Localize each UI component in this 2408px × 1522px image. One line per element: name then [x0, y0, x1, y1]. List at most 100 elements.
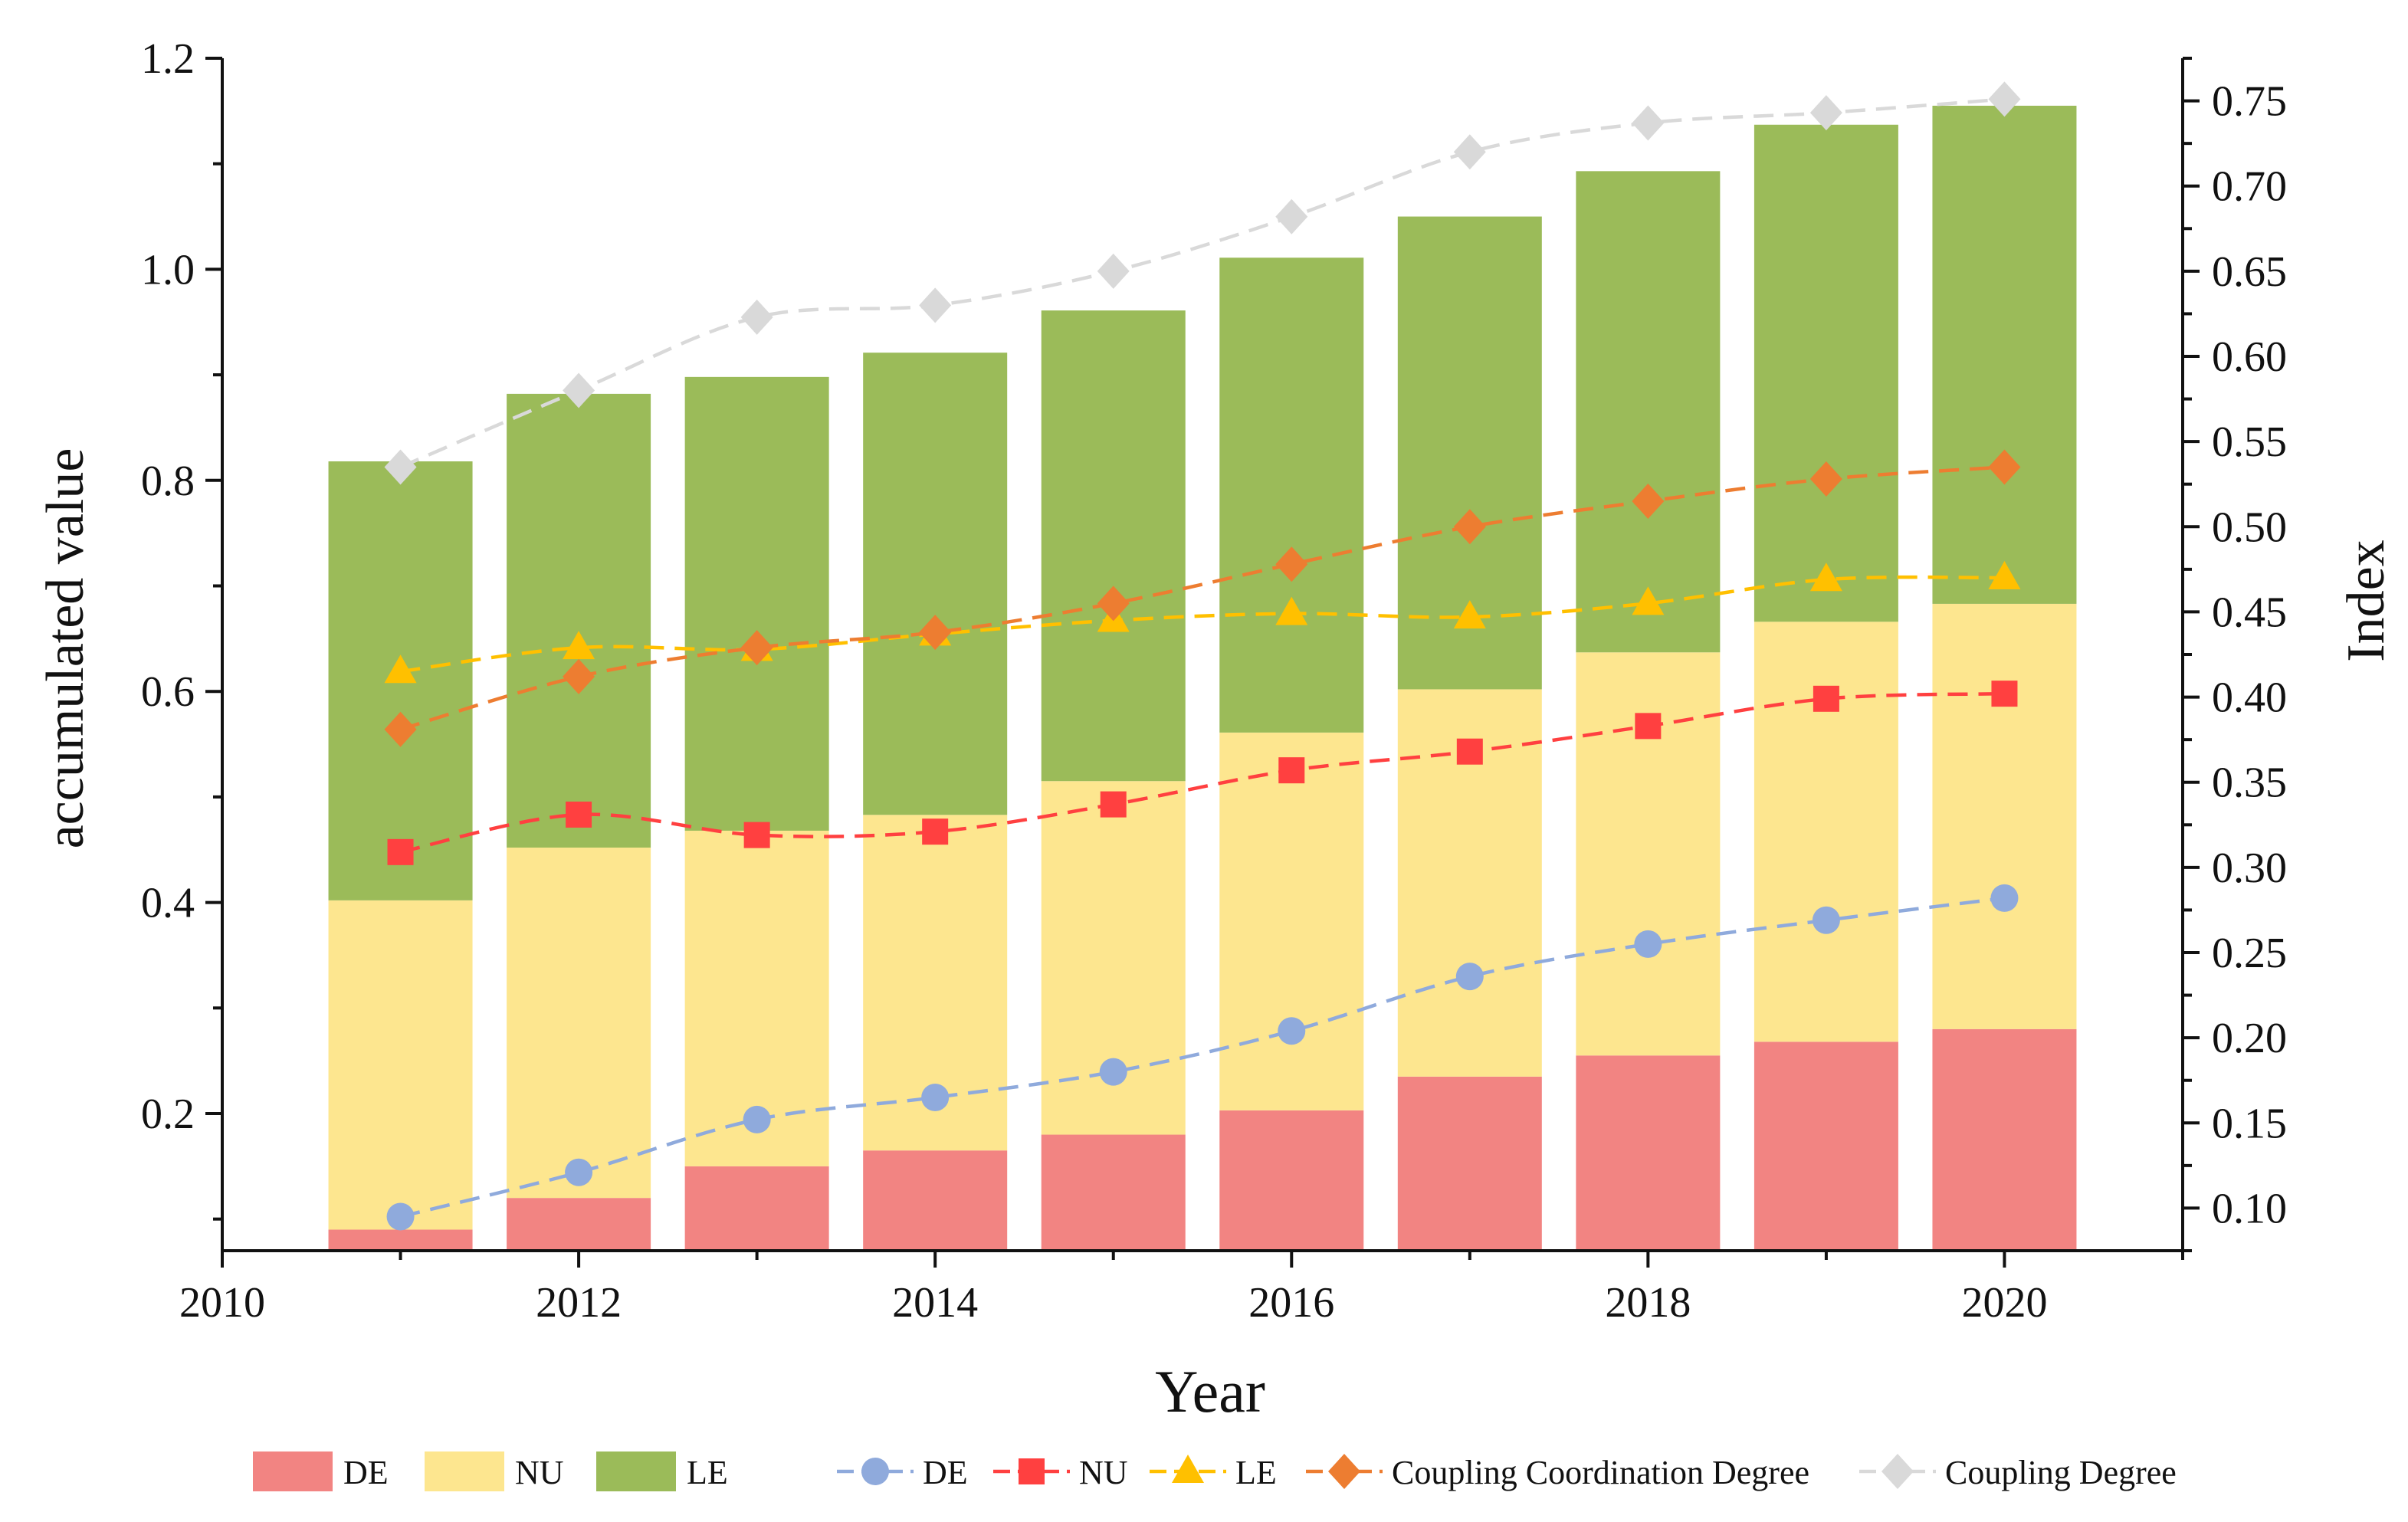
right-tick-label-0.20: 0.20 — [2212, 1015, 2287, 1062]
marker-coupling-degree-2014 — [919, 287, 952, 323]
line-coupling-coordination-degree — [399, 465, 2005, 731]
marker-coupling-degree-2018 — [1632, 105, 1665, 141]
legend-bar-swatch-le — [596, 1451, 676, 1491]
marker-de-2011 — [386, 1202, 415, 1231]
marker-nu-2020 — [1991, 681, 2018, 707]
bar-nu-2016 — [1219, 732, 1364, 1110]
marker-coupling-coordination-degree-2011 — [384, 711, 417, 747]
marker-de-2015 — [1099, 1058, 1127, 1086]
right-tick-label-0.25: 0.25 — [2212, 930, 2287, 977]
right-tick-label-0.60: 0.60 — [2212, 333, 2287, 381]
index-lines — [384, 81, 2021, 1231]
right-tick-label-0.30: 0.30 — [2212, 845, 2287, 892]
legend-line-label-coupling-degree: Coupling Degree — [1945, 1454, 2177, 1491]
legend-line-label-le: LE — [1235, 1454, 1277, 1491]
legend: DE NU LE DE NU LE Coupling Coordination Degree… — [253, 1451, 2177, 1491]
x-tick-label-2018: 2018 — [1605, 1279, 1691, 1327]
marker-de-2016 — [1278, 1017, 1306, 1045]
marker-nu-2014 — [922, 818, 949, 845]
marker-le-2016 — [1275, 596, 1308, 625]
bar-le-2020 — [1932, 105, 2077, 604]
marker-de-2014 — [921, 1083, 950, 1111]
marker-coupling-coordination-degree-2013 — [740, 630, 773, 666]
legend-line-label-coupling-coordination-degree: Coupling Coordination Degree — [1392, 1454, 1809, 1491]
bar-de-2017 — [1397, 1076, 1542, 1251]
marker-coupling-coordination-degree-2018 — [1632, 483, 1665, 519]
right-tick-label-0.40: 0.40 — [2212, 674, 2287, 722]
right-tick-label-0.70: 0.70 — [2212, 163, 2287, 211]
left-tick-label-0.2: 0.2 — [141, 1091, 195, 1138]
x-axis-title: Year — [1155, 1358, 1265, 1425]
legend-marker-de — [861, 1458, 889, 1485]
bar-de-2019 — [1754, 1041, 1898, 1251]
right-axis-title: Index — [2337, 540, 2396, 661]
marker-nu-2018 — [1635, 713, 1662, 740]
bar-nu-2012 — [507, 847, 651, 1199]
marker-de-2017 — [1455, 963, 1484, 991]
marker-de-2018 — [1634, 930, 1662, 958]
bar-nu-2020 — [1932, 603, 2077, 1029]
left-tick-label-0.8: 0.8 — [141, 458, 195, 505]
bar-le-2015 — [1041, 310, 1186, 782]
marker-coupling-degree-2015 — [1097, 253, 1130, 289]
marker-de-2012 — [565, 1158, 593, 1186]
marker-de-2019 — [1812, 906, 1840, 934]
legend-marker-coupling-degree — [1881, 1454, 1914, 1489]
bar-de-2014 — [863, 1150, 1008, 1251]
marker-nu-2019 — [1813, 685, 1839, 712]
marker-le-2012 — [563, 631, 595, 660]
right-tick-label-0.35: 0.35 — [2212, 759, 2287, 807]
bar-le-2013 — [684, 376, 829, 831]
bar-nu-2019 — [1754, 622, 1898, 1042]
marker-coupling-coordination-degree-2016 — [1275, 546, 1308, 582]
marker-nu-2017 — [1456, 738, 1483, 765]
left-tick-label-1.0: 1.0 — [141, 246, 195, 294]
marker-le-2011 — [384, 654, 417, 684]
line-nu — [400, 691, 2005, 854]
legend-marker-nu — [1019, 1458, 1045, 1484]
marker-le-2017 — [1453, 600, 1486, 629]
legend-line-label-de: DE — [923, 1454, 968, 1491]
marker-coupling-coordination-degree-2015 — [1097, 586, 1130, 622]
bar-le-2014 — [863, 353, 1008, 815]
bar-nu-2011 — [328, 900, 473, 1230]
marker-le-2019 — [1809, 563, 1842, 592]
marker-de-2020 — [1990, 884, 2019, 912]
marker-coupling-coordination-degree-2020 — [1988, 449, 2021, 485]
marker-coupling-degree-2013 — [740, 299, 773, 335]
right-tick-label-0.45: 0.45 — [2212, 589, 2287, 636]
right-tick-label-0.15: 0.15 — [2212, 1100, 2287, 1147]
bar-le-2019 — [1754, 124, 1898, 622]
x-tick-label-2012: 2012 — [536, 1279, 622, 1327]
legend-bar-swatch-de — [253, 1451, 333, 1491]
bar-nu-2018 — [1576, 652, 1721, 1056]
marker-nu-2013 — [743, 822, 770, 848]
marker-nu-2012 — [566, 801, 592, 828]
legend-bar-swatch-nu — [425, 1451, 504, 1491]
line-de — [400, 896, 2005, 1219]
right-tick-label-0.75: 0.75 — [2212, 78, 2287, 126]
marker-coupling-coordination-degree-2017 — [1453, 509, 1486, 545]
marker-coupling-degree-2019 — [1809, 95, 1842, 131]
x-tick-label-2014: 2014 — [892, 1279, 978, 1327]
line-coupling-degree — [399, 97, 2005, 469]
marker-coupling-degree-2020 — [1988, 81, 2021, 117]
x-tick-label-2010: 2010 — [179, 1279, 265, 1327]
left-axis-title: accumulated value — [36, 448, 95, 849]
bar-le-2016 — [1219, 257, 1364, 733]
line-le — [400, 575, 2005, 674]
marker-nu-2015 — [1100, 791, 1127, 818]
marker-coupling-degree-2016 — [1275, 198, 1308, 235]
marker-coupling-degree-2012 — [563, 372, 595, 408]
bar-de-2018 — [1576, 1055, 1721, 1251]
axes: 2010 2012 2014 2016 2018 2020 0.2 0.4 0.6 0.8 1.0 1… — [36, 35, 2396, 1425]
marker-le-2018 — [1632, 586, 1665, 615]
legend-bar-label-le: LE — [687, 1454, 728, 1491]
legend-bar-label-nu: NU — [515, 1454, 564, 1491]
marker-coupling-degree-2017 — [1453, 134, 1486, 170]
x-tick-label-2016: 2016 — [1248, 1279, 1334, 1327]
legend-line-label-nu: NU — [1079, 1454, 1128, 1491]
marker-coupling-degree-2011 — [384, 449, 417, 485]
legend-bar-label-de: DE — [343, 1454, 389, 1491]
